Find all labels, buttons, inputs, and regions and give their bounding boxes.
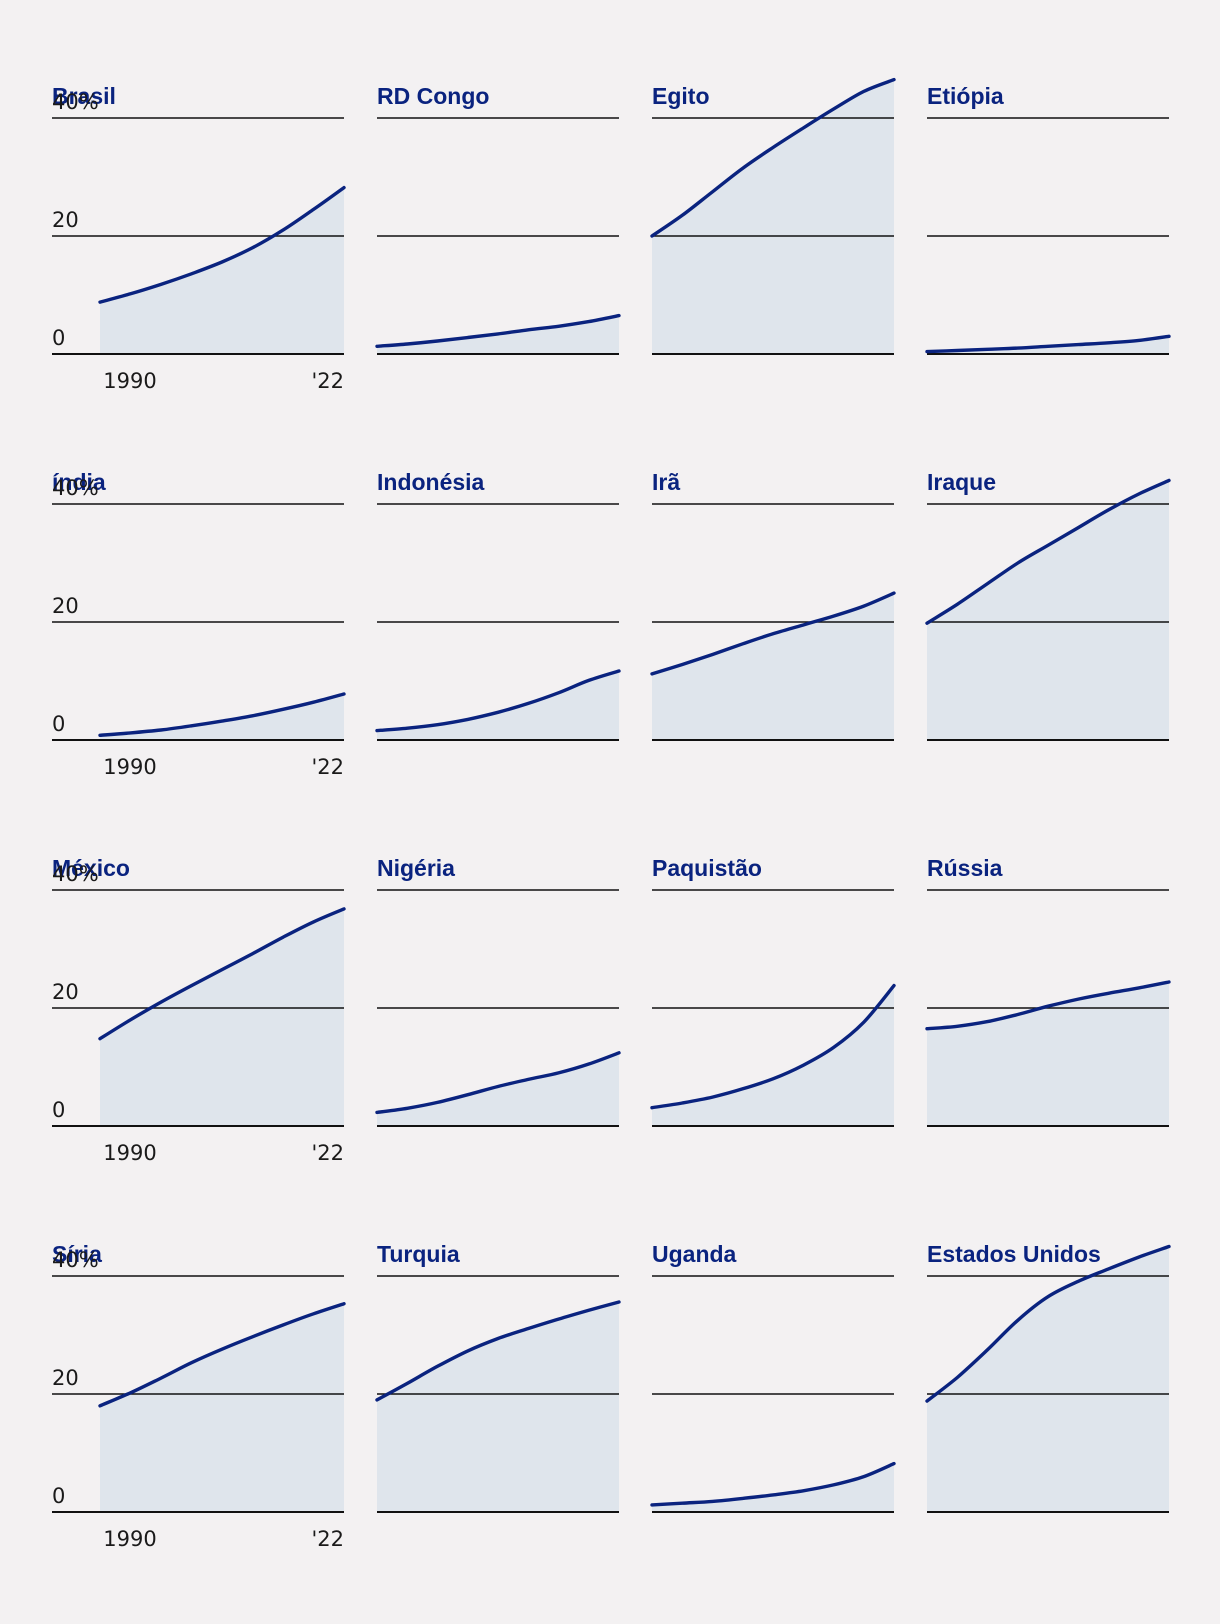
- panel-nigeria: Nigéria: [375, 855, 621, 1127]
- area-fill: [100, 908, 344, 1126]
- panel-title: Irã: [652, 469, 680, 495]
- panel-title: Etiópia: [927, 83, 1004, 109]
- panel-india: índia 0 20 40% 1990 '22: [52, 469, 346, 779]
- panel-title: RD Congo: [377, 83, 489, 109]
- series-line: [375, 669, 621, 733]
- y-tick-label: 20: [52, 594, 79, 618]
- y-tick-label: 20: [52, 980, 79, 1004]
- x-tick-label: 1990: [103, 755, 156, 779]
- series-line: [375, 313, 621, 348]
- x-tick-label: '22: [312, 1141, 345, 1165]
- panel-etiopia: Etiópia: [925, 83, 1171, 355]
- panel-paquistao: Paquistão: [650, 855, 896, 1127]
- area-fill: [377, 1052, 619, 1126]
- y-tick-label: 0: [52, 1098, 65, 1122]
- series-line: [925, 478, 1171, 625]
- panel-title: Síria: [52, 1241, 102, 1267]
- series-line: [925, 1244, 1171, 1403]
- series-line: [650, 77, 896, 238]
- y-tick-label: 0: [52, 1484, 65, 1508]
- x-tick-label: '22: [312, 755, 345, 779]
- panel-title: Egito: [652, 83, 710, 109]
- x-tick-label: 1990: [103, 1141, 156, 1165]
- panel-indonesia: Indonésia: [375, 469, 621, 741]
- area-fill: [100, 187, 344, 354]
- area-fill: [652, 1463, 894, 1512]
- y-tick-label: 40%: [52, 1248, 99, 1272]
- panel-brasil: Brasil 0 20 40% 1990 '22: [52, 83, 346, 393]
- y-tick-label: 40%: [52, 476, 99, 500]
- series-line: [925, 980, 1171, 1031]
- panel-estados-unidos: Estados Unidos: [925, 1241, 1171, 1513]
- area-fill: [927, 480, 1169, 740]
- panel-russia: Rússia: [925, 855, 1171, 1127]
- area-fill: [927, 1246, 1169, 1512]
- panel-title: Rússia: [927, 855, 1003, 881]
- panel-siria: Síria 0 20 40% 1990 '22: [52, 1241, 346, 1551]
- series-line: [98, 185, 346, 304]
- y-tick-label: 40%: [52, 862, 99, 886]
- series-line: [650, 591, 896, 676]
- panel-egito: Egito: [650, 77, 896, 355]
- y-tick-label: 20: [52, 208, 79, 232]
- series-line: [925, 334, 1171, 354]
- area-fill: [652, 593, 894, 740]
- panel-title: índia: [52, 469, 106, 495]
- y-tick-label: 0: [52, 712, 65, 736]
- panel-title: Estados Unidos: [927, 1241, 1101, 1267]
- series-line: [98, 1302, 346, 1408]
- panel-ira: Irã: [650, 469, 896, 741]
- panel-title: Indonésia: [377, 469, 485, 495]
- y-tick-label: 40%: [52, 90, 99, 114]
- panel-title: Turquia: [377, 1241, 460, 1267]
- x-tick-label: 1990: [103, 369, 156, 393]
- series-line: [98, 692, 346, 737]
- series-line: [375, 1051, 621, 1115]
- area-fill: [100, 694, 344, 740]
- panel-title: Brasil: [52, 83, 116, 109]
- x-tick-label: '22: [312, 1527, 345, 1551]
- area-fill: [100, 1303, 344, 1512]
- y-tick-label: 20: [52, 1366, 79, 1390]
- panel-title: Paquistão: [652, 855, 762, 881]
- panel-turquia: Turquia: [375, 1241, 621, 1513]
- panel-rd-congo: RD Congo: [375, 83, 621, 355]
- panel-title: Nigéria: [377, 855, 455, 881]
- area-fill: [927, 982, 1169, 1126]
- panel-title: México: [52, 855, 130, 881]
- panel-iraque: Iraque: [925, 469, 1171, 741]
- panel-title: Iraque: [927, 469, 996, 495]
- panel-mexico: México 0 20 40% 1990 '22: [52, 855, 346, 1165]
- area-fill: [652, 985, 894, 1126]
- series-line: [650, 983, 896, 1110]
- panel-uganda: Uganda: [650, 1241, 896, 1513]
- x-tick-label: '22: [312, 369, 345, 393]
- series-line: [375, 1300, 621, 1402]
- x-tick-label: 1990: [103, 1527, 156, 1551]
- area-fill: [652, 79, 894, 354]
- panel-title: Uganda: [652, 1241, 737, 1267]
- area-fill: [377, 1302, 619, 1512]
- area-fill: [377, 671, 619, 740]
- series-line: [650, 1461, 896, 1507]
- y-tick-label: 0: [52, 326, 65, 350]
- series-line: [98, 907, 346, 1041]
